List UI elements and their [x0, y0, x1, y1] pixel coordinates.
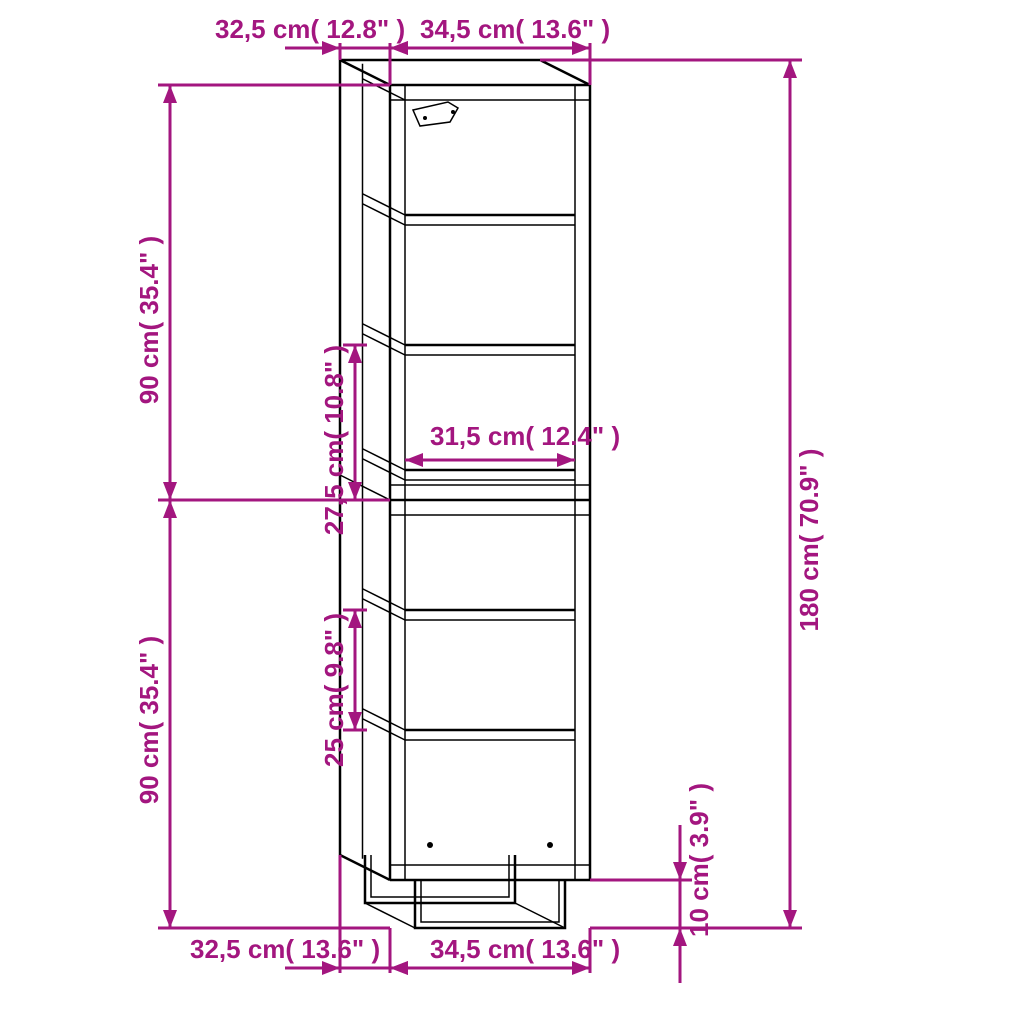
dim-top-width: 34,5 cm( 13.6" ): [390, 14, 610, 55]
dim-lower-half: 90 cm( 35.4" ): [134, 500, 182, 928]
dim-leg-height-label: 10 cm( 3.9" ): [684, 783, 714, 937]
dim-shelf-gap-lower-label: 25 cm( 9.8" ): [319, 613, 349, 767]
dim-bottom-depth-label: 32,5 cm( 13.6" ): [190, 934, 380, 964]
dim-shelf-gap-upper-label: 27,5 cm( 10.8" ): [319, 345, 349, 535]
dim-inner-width-label: 31,5 cm( 12.4" ): [430, 421, 620, 451]
dim-upper-half-label: 90 cm( 35.4" ): [134, 236, 164, 404]
dim-bottom-width-label: 34,5 cm( 13.6" ): [430, 934, 620, 964]
dim-inner-width: 31,5 cm( 12.4" ): [405, 421, 620, 467]
dim-lower-half-label: 90 cm( 35.4" ): [134, 636, 164, 804]
dim-shelf-gap-upper: 27,5 cm( 10.8" ): [319, 345, 367, 535]
dim-upper-half: 90 cm( 35.4" ): [134, 85, 182, 500]
dim-top-width-label: 34,5 cm( 13.6" ): [420, 14, 610, 44]
dim-bottom-width: 34,5 cm( 13.6" ): [390, 934, 620, 975]
dim-total-height-label: 180 cm( 70.9" ): [794, 449, 824, 632]
dim-leg-height: 10 cm( 3.9" ): [668, 783, 714, 983]
dim-shelf-gap-lower: 25 cm( 9.8" ): [319, 610, 367, 767]
dimension-diagram: 32,5 cm( 12.8" ) 34,5 cm( 13.6" ) 32,5 cm(…: [0, 0, 1024, 1024]
cabinet-outline: [340, 60, 590, 928]
dim-top-depth-label: 32,5 cm( 12.8" ): [215, 14, 405, 44]
dim-total-height: 180 cm( 70.9" ): [778, 60, 824, 928]
